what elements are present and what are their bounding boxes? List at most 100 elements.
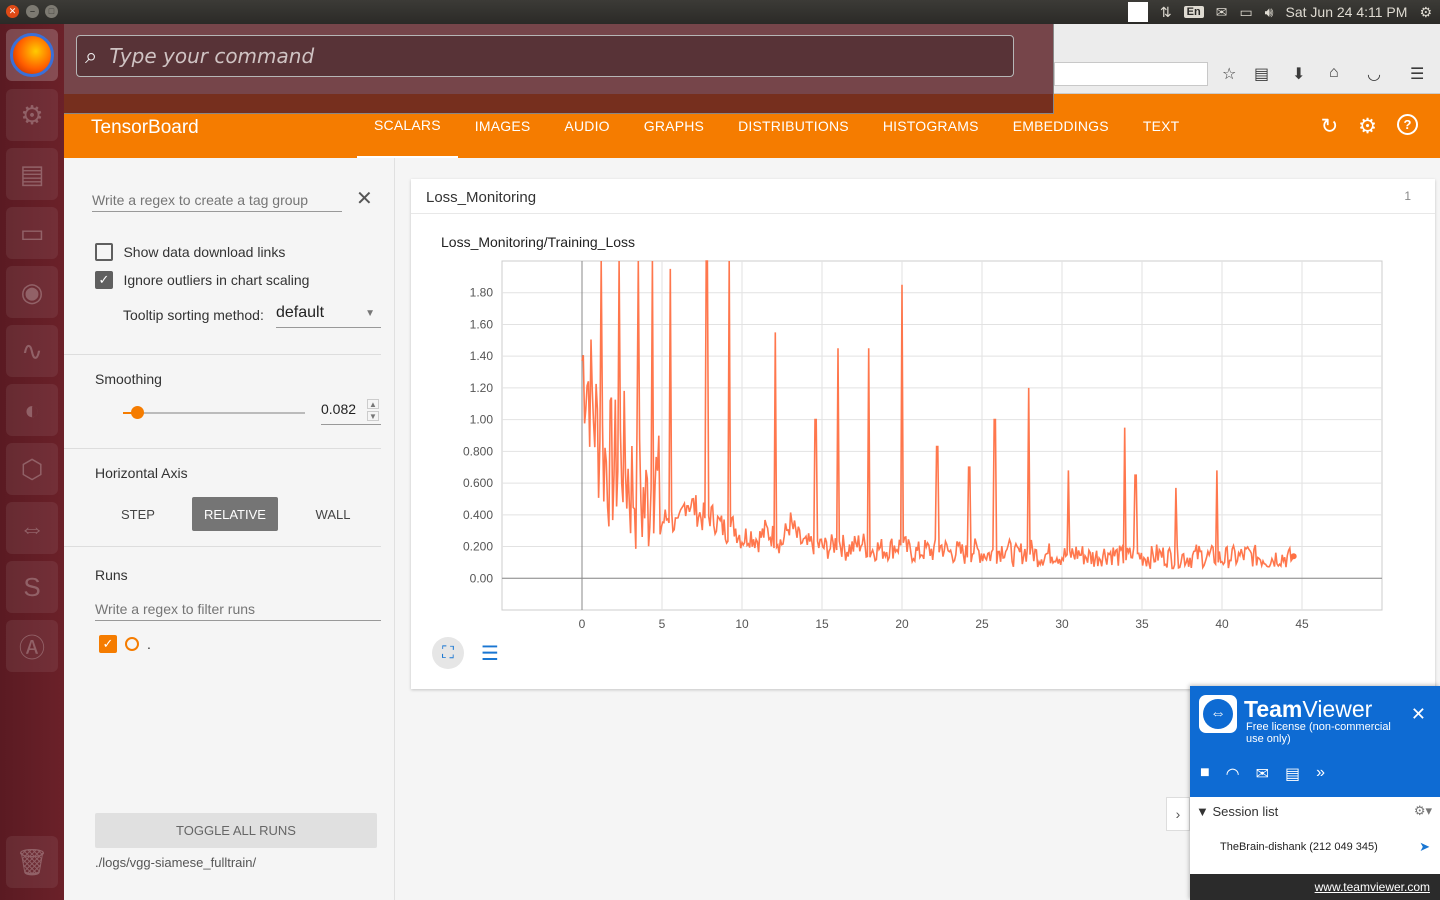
launcher: ⚙ ▤ ▭ ◉ ∿ ◐ ⬡ ⇔ S Ⓐ 🗑︎ (0, 24, 64, 900)
launcher-item-3[interactable]: ▭ (6, 207, 58, 259)
last-point-marker (1290, 553, 1297, 560)
window-minimize-icon[interactable]: – (26, 5, 39, 18)
tooltip-sorting-select[interactable]: default ▼ (276, 304, 381, 328)
download-icon[interactable]: ⬇ (1292, 66, 1306, 83)
spinner-up-icon[interactable]: ▲ (367, 399, 379, 409)
launcher-item-5[interactable]: ∿ (6, 325, 58, 377)
session-settings-gear-icon[interactable]: ⚙▾ (1413, 803, 1432, 818)
mail-icon[interactable]: ✉ (1215, 3, 1228, 20)
battery-icon[interactable]: ▭ (1239, 3, 1253, 20)
bookmark-star-icon[interactable]: ☆ (1222, 66, 1237, 83)
app-title: TensorBoard (91, 117, 199, 138)
card-title: Loss_Monitoring (426, 189, 537, 206)
browser-icon: ◉ (20, 276, 44, 307)
home-icon[interactable]: ⌂ (1329, 64, 1339, 81)
tab-scalars[interactable]: SCALARS (357, 94, 458, 158)
tab-text[interactable]: TEXT (1142, 118, 1180, 134)
run-name: . (147, 636, 151, 652)
toggle-all-runs-button[interactable]: TOGGLE ALL RUNS (95, 813, 377, 848)
top-panel: ✕ – □ ⇅ En ✉ ▭ 🔊︎ Sat Jun 24 4:11 PM ⚙ (0, 0, 1440, 24)
horizontal-axis-label: Horizontal Axis (95, 465, 188, 481)
tag-group-regex-input[interactable] (92, 188, 342, 212)
card-header[interactable]: Loss_Monitoring 1 (411, 179, 1435, 214)
smoothing-slider-track[interactable] (123, 406, 305, 419)
launcher-item-10[interactable]: Ⓐ (6, 620, 58, 672)
launcher-item-2[interactable]: ▤ (6, 148, 58, 200)
y-tick-label: 0.00 (470, 571, 494, 585)
teamviewer-expand-chevron-icon[interactable]: › (1166, 797, 1190, 831)
smoothing-slider-handle[interactable] (131, 406, 144, 419)
settings-gear-icon[interactable]: ⚙ (1358, 115, 1377, 138)
file-manager-icon: ▤ (19, 158, 45, 189)
session-list-header[interactable]: ▼ Session list (1196, 804, 1279, 819)
window-maximize-icon[interactable]: □ (45, 5, 58, 18)
x-tick-label: 20 (895, 617, 909, 629)
tab-audio[interactable]: AUDIO (564, 118, 610, 134)
y-tick-label: 0.800 (463, 444, 493, 458)
clock[interactable]: Sat Jun 24 4:11 PM (1285, 4, 1408, 20)
pocket-icon[interactable]: ◡ (1367, 66, 1381, 83)
smoothing-label: Smoothing (95, 371, 162, 387)
file-icon[interactable]: ▤ (1285, 766, 1301, 783)
run-color-circle-icon (125, 637, 139, 651)
software-center-icon: Ⓐ (18, 632, 45, 663)
launcher-item-6[interactable]: ◐ (6, 384, 58, 436)
ignore-outliers-checkbox[interactable]: ✓ (95, 271, 113, 289)
window-close-icon[interactable]: ✕ (6, 5, 19, 18)
firefox-launcher-item[interactable] (6, 29, 58, 81)
logdir-path: ./logs/vgg-siamese_fulltrain/ (95, 855, 257, 870)
clear-regex-close-icon[interactable]: ✕ (356, 188, 373, 210)
dropdown-arrow-icon: ▼ (365, 308, 375, 319)
launcher-item-9[interactable]: S (6, 561, 58, 613)
launcher-item-1[interactable]: ⚙ (6, 89, 58, 141)
session-list-item[interactable]: TheBrain-dishank (212 049 345) (1220, 841, 1378, 853)
smoothing-value-input[interactable]: 0.082 ▲ ▼ (321, 399, 381, 425)
runs-filter-input[interactable] (95, 597, 381, 621)
chat-icon[interactable]: ✉ (1255, 766, 1270, 783)
tray-app-icon[interactable] (1127, 2, 1148, 22)
fullscreen-icon[interactable]: ⛶ (432, 637, 464, 669)
run-item[interactable]: ✓ . (99, 635, 151, 653)
tab-embeddings[interactable]: EMBEDDINGS (1012, 118, 1109, 134)
tab-distributions[interactable]: DISTRIBUTIONS (738, 118, 849, 134)
keyboard-layout-indicator[interactable]: En (1183, 6, 1204, 18)
x-tick-label: 40 (1215, 617, 1229, 629)
system-gear-icon[interactable]: ⚙ (1419, 3, 1432, 20)
show-download-links-option[interactable]: Show data download links (95, 243, 285, 261)
volume-icon[interactable]: 🔊︎ (1264, 3, 1274, 20)
hud-command-input[interactable] (109, 44, 990, 68)
show-download-links-checkbox[interactable] (95, 243, 113, 261)
axis-relative-button[interactable]: RELATIVE (192, 497, 278, 531)
teamviewer-launcher-icon: ⇔ (19, 512, 45, 543)
teamviewer-website-link[interactable]: www.teamviewer.com (1314, 880, 1430, 894)
menu-icon[interactable]: ☰ (1410, 66, 1425, 83)
tab-images[interactable]: IMAGES (474, 118, 531, 134)
loss-chart[interactable]: 0 5 10 15 20 25 30 35 40 45 0.00 0.200 0.400 0.600 0.8… (411, 179, 1435, 629)
y-tick-label: 1.80 (470, 286, 494, 300)
data-table-icon[interactable]: ☰ (481, 642, 499, 665)
headset-icon[interactable]: ◠ (1225, 766, 1240, 783)
close-icon[interactable]: ✕ (1410, 704, 1426, 724)
trash-launcher-item[interactable]: 🗑︎ (6, 836, 58, 888)
tab-graphs[interactable]: GRAPHS (643, 118, 705, 134)
run-checkbox[interactable]: ✓ (99, 635, 117, 653)
y-tick-label: 0.600 (463, 476, 493, 490)
url-bar[interactable] (1054, 62, 1208, 86)
launcher-item-7[interactable]: ⬡ (6, 443, 58, 495)
training-loss-line (581, 260, 1295, 570)
y-tick-label: 1.00 (470, 413, 494, 427)
spinner-down-icon[interactable]: ▼ (367, 411, 379, 421)
ignore-outliers-option[interactable]: ✓ Ignore outliers in chart scaling (95, 271, 309, 289)
axis-step-button[interactable]: STEP (121, 506, 155, 522)
more-icon[interactable]: » (1316, 764, 1326, 781)
launcher-item-4[interactable]: ◉ (6, 266, 58, 318)
launcher-item-8[interactable]: ⇔ (6, 502, 58, 554)
reading-list-icon[interactable]: ▤ (1254, 66, 1270, 83)
tab-histograms[interactable]: HISTOGRAMS (882, 118, 979, 134)
help-icon[interactable]: ? (1397, 114, 1418, 135)
axis-wall-button[interactable]: WALL (315, 506, 351, 522)
refresh-icon[interactable]: ↻ (1320, 115, 1339, 138)
app-icon: ◐ (24, 394, 40, 425)
video-icon[interactable]: ■ (1200, 764, 1210, 781)
network-transfer-icon[interactable]: ⇅ (1159, 3, 1172, 20)
